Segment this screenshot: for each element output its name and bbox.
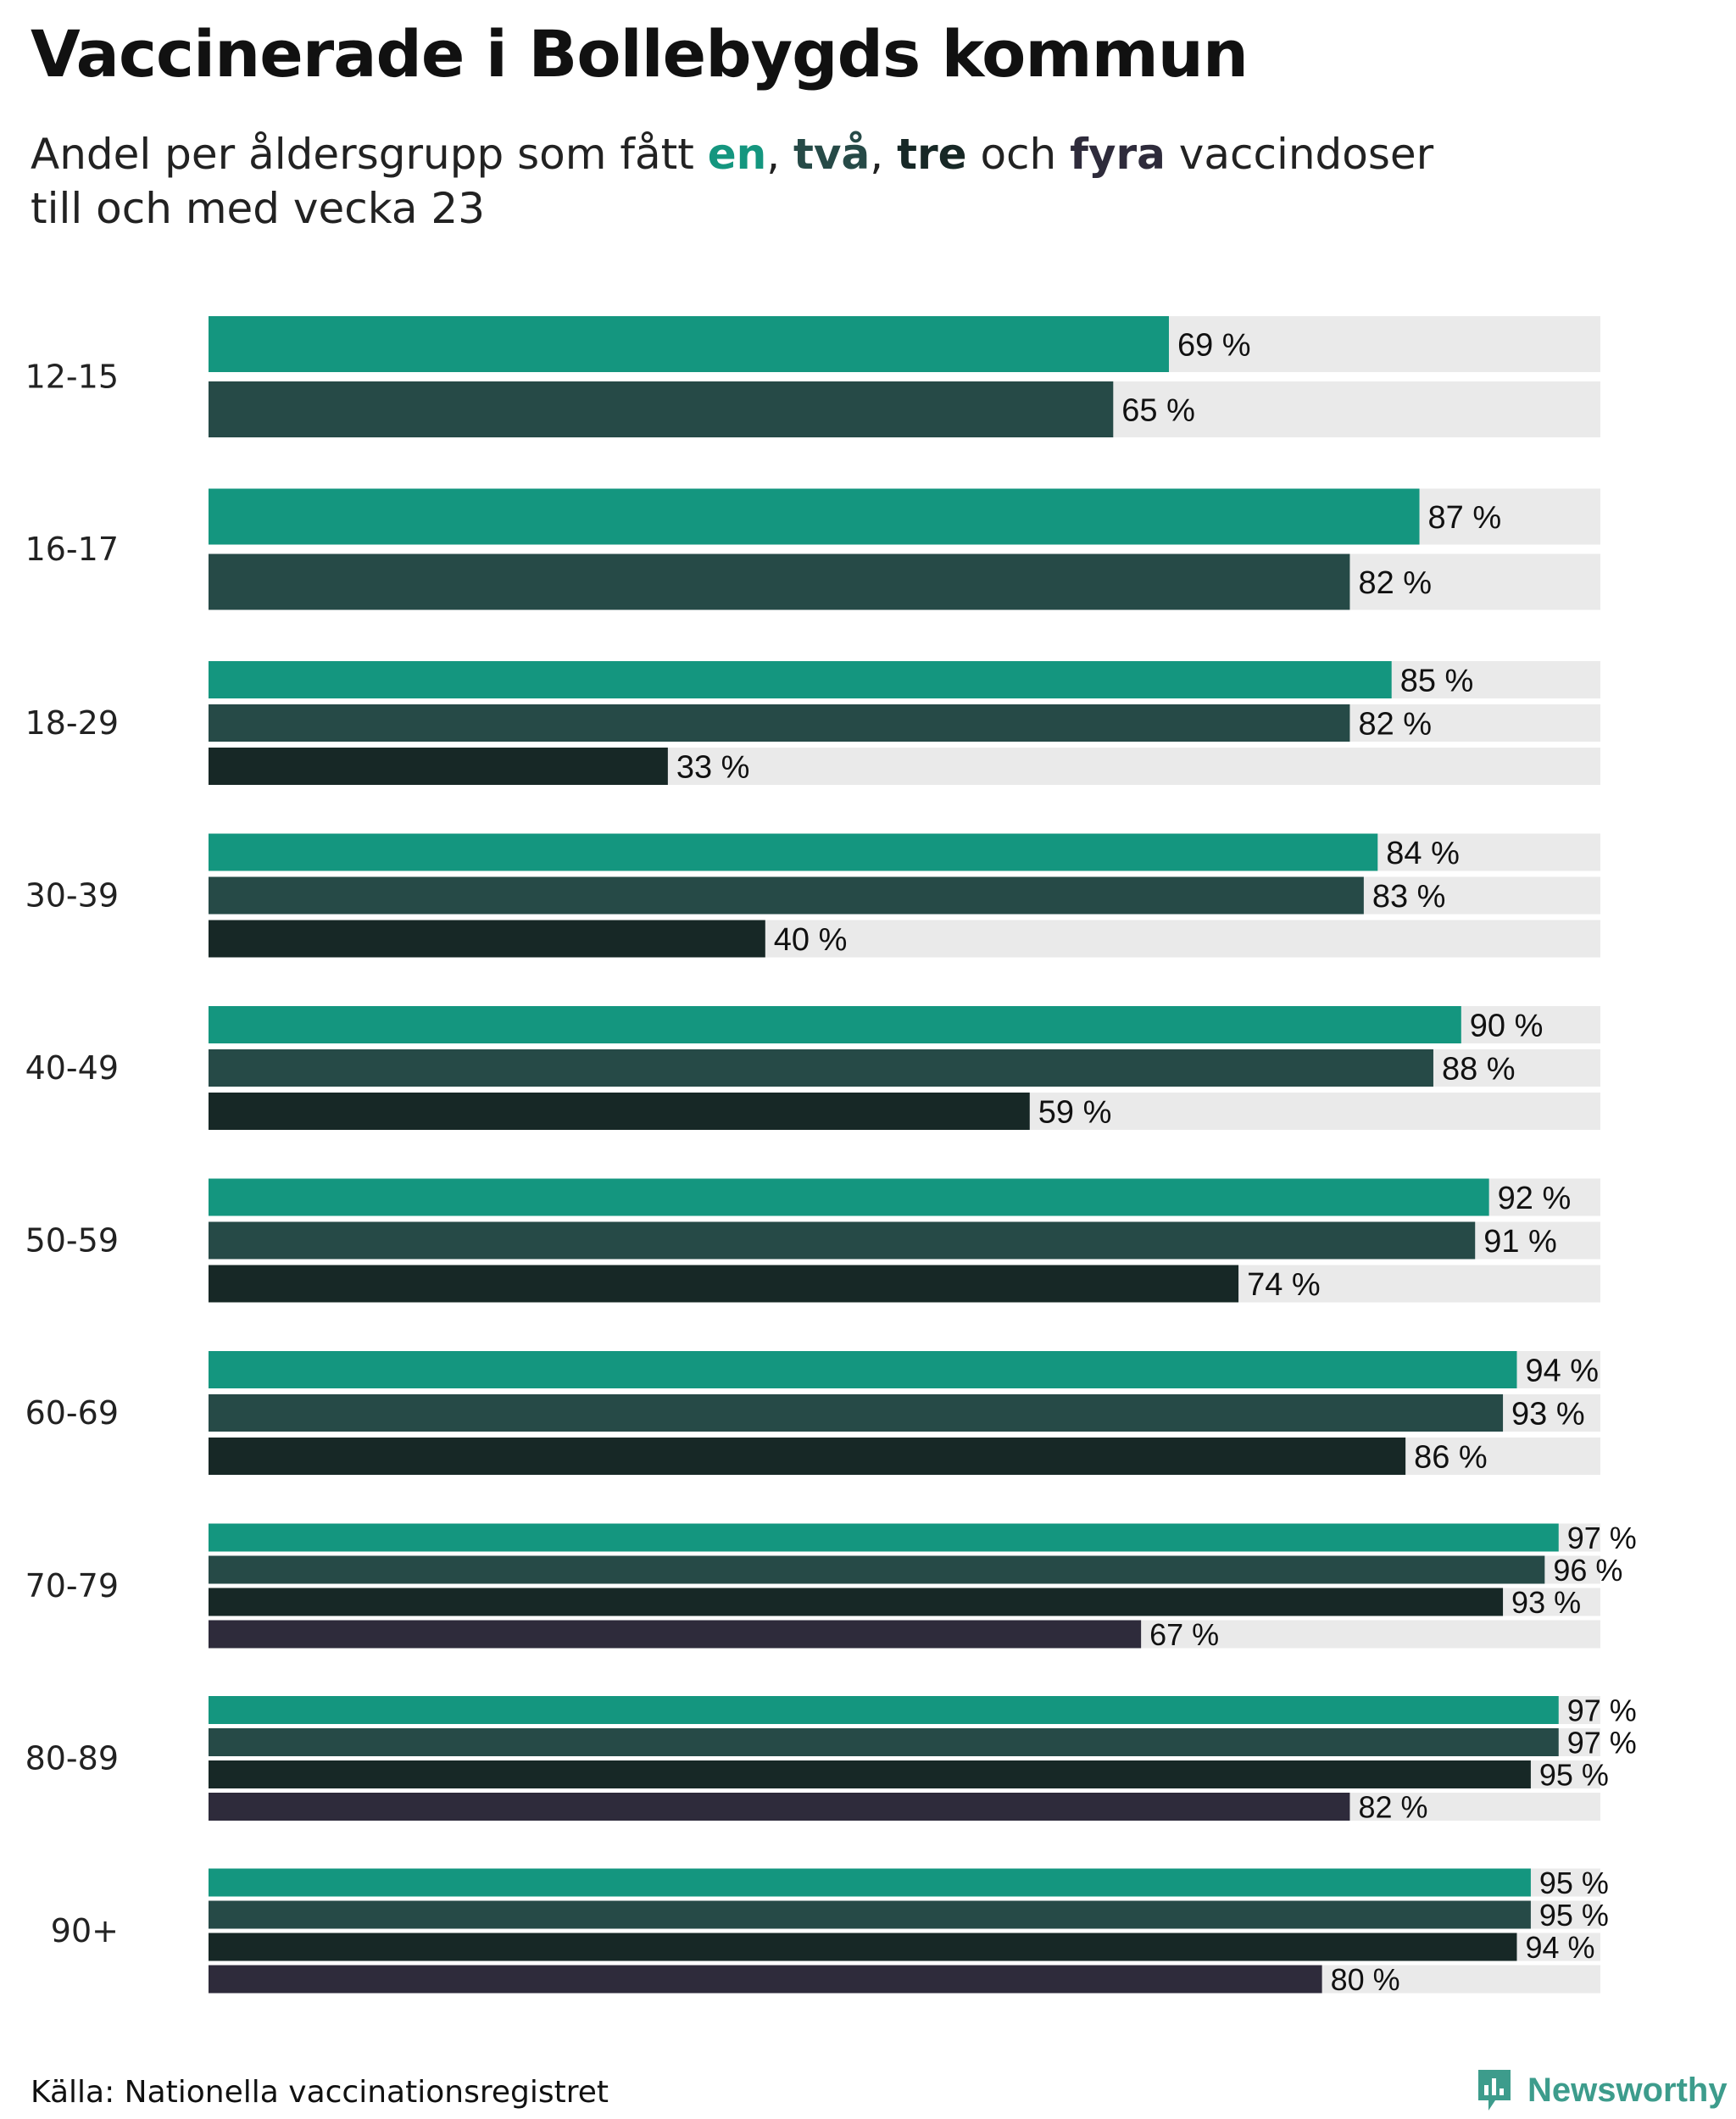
data-label: 85 % xyxy=(1400,664,1474,699)
data-label: 87 % xyxy=(1428,500,1502,536)
data-label: 92 % xyxy=(1498,1181,1572,1216)
subtitle-dose-fyra: fyra xyxy=(1070,130,1166,179)
bar-en-50-59 xyxy=(209,1178,1489,1216)
data-label: 69 % xyxy=(1177,328,1251,364)
newsworthy-logo: Newsworthy xyxy=(1475,2068,1728,2112)
bar-tre-90plus xyxy=(209,1933,1517,1961)
bar-tva-30-39 xyxy=(209,876,1364,915)
bar-tre-60-69 xyxy=(209,1438,1406,1475)
data-label: 94 % xyxy=(1525,1930,1594,1965)
bar-tva-80-89 xyxy=(209,1728,1559,1756)
newsworthy-logo-icon xyxy=(1478,2070,1511,2111)
category-label-80-89: 80-89 xyxy=(25,1740,119,1777)
newsworthy-logo-text: Newsworthy xyxy=(1527,2071,1728,2109)
bar-tva-40-49 xyxy=(209,1049,1433,1087)
subtitle-sep: , xyxy=(766,130,794,179)
subtitle-dose-tva: två xyxy=(793,130,871,179)
category-label-60-69: 60-69 xyxy=(25,1394,119,1432)
bar-en-80-89 xyxy=(209,1696,1559,1724)
bar-fyra-80-89 xyxy=(209,1793,1350,1821)
data-label: 82 % xyxy=(1358,1789,1427,1824)
bar-tva-60-69 xyxy=(209,1394,1504,1432)
bar-tre-70-79 xyxy=(209,1588,1504,1616)
category-label-18-29: 18-29 xyxy=(25,704,119,742)
bar-en-30-39 xyxy=(209,833,1378,871)
bar-tva-18-29 xyxy=(209,704,1350,742)
bar-fyra-90plus xyxy=(209,1965,1322,1994)
category-label-30-39: 30-39 xyxy=(25,877,119,915)
data-label: 97 % xyxy=(1567,1725,1637,1760)
data-label: 65 % xyxy=(1121,393,1195,429)
bar-en-90plus xyxy=(209,1868,1531,1897)
data-label: 95 % xyxy=(1539,1757,1609,1792)
data-label: 96 % xyxy=(1553,1553,1622,1588)
category-label-12-15: 12-15 xyxy=(25,359,119,396)
bar-tre-40-49 xyxy=(209,1093,1030,1130)
data-label: 97 % xyxy=(1567,1693,1637,1727)
data-label: 82 % xyxy=(1358,707,1432,742)
source-note: Källa: Nationella vaccinationsregistret xyxy=(31,2075,609,2110)
category-label-90plus: 90+ xyxy=(51,1912,119,1949)
data-label: 93 % xyxy=(1511,1585,1581,1620)
bar-fyra-70-79 xyxy=(209,1620,1142,1649)
data-label: 95 % xyxy=(1539,1898,1609,1933)
bar-en-60-69 xyxy=(209,1351,1517,1388)
bar-tva-70-79 xyxy=(209,1555,1545,1584)
bar-tre-50-59 xyxy=(209,1265,1239,1303)
subtitle-suffix: vaccindoser xyxy=(1165,130,1434,179)
data-label: 93 % xyxy=(1511,1397,1585,1432)
data-label: 91 % xyxy=(1483,1224,1557,1260)
bar-tre-18-29 xyxy=(209,748,668,785)
data-label: 33 % xyxy=(676,750,750,786)
subtitle-prefix: Andel per åldersgrupp som fått xyxy=(31,130,708,179)
bar-tva-16-17 xyxy=(209,553,1350,610)
bar-tva-12-15 xyxy=(209,381,1114,437)
category-label-16-17: 16-17 xyxy=(25,531,119,568)
chart-subtitle: Andel per åldersgrupp som fått en, två, … xyxy=(31,127,1433,236)
subtitle-sep: , xyxy=(870,130,898,179)
data-label: 40 % xyxy=(774,922,848,958)
data-label: 86 % xyxy=(1414,1440,1488,1476)
data-label: 59 % xyxy=(1038,1095,1112,1131)
subtitle-dose-tre: tre xyxy=(897,130,967,179)
data-label: 94 % xyxy=(1525,1354,1599,1389)
category-label-70-79: 70-79 xyxy=(25,1567,119,1605)
bar-tre-80-89 xyxy=(209,1760,1531,1788)
category-label-40-49: 40-49 xyxy=(25,1049,119,1087)
bar-chart: 12-15 69 % 65 % 16-17 87 % 82 % 18-29 85 % 82 % 3… xyxy=(25,316,1637,1997)
bar-tva-50-59 xyxy=(209,1221,1476,1260)
subtitle-line-2: till och med vecka 23 xyxy=(31,184,486,233)
bar-en-16-17 xyxy=(209,488,1420,545)
category-label-50-59: 50-59 xyxy=(25,1222,119,1260)
data-label: 82 % xyxy=(1358,565,1432,601)
data-label: 74 % xyxy=(1247,1267,1321,1303)
data-label: 88 % xyxy=(1442,1052,1516,1087)
subtitle-sep: och xyxy=(966,130,1071,179)
subtitle-line-1: Andel per åldersgrupp som fått en, två, … xyxy=(31,127,1433,181)
data-label: 90 % xyxy=(1470,1009,1544,1044)
bar-tva-90plus xyxy=(209,1900,1531,1929)
chart-title: Vaccinerade i Bollebygds kommun xyxy=(31,16,1249,92)
data-label: 84 % xyxy=(1386,836,1460,871)
bar-en-70-79 xyxy=(209,1523,1559,1552)
bar-en-12-15 xyxy=(209,316,1169,372)
bar-en-40-49 xyxy=(209,1006,1461,1043)
subtitle-dose-en: en xyxy=(707,130,767,179)
data-label: 97 % xyxy=(1567,1521,1637,1555)
data-label: 83 % xyxy=(1372,879,1446,915)
data-label: 95 % xyxy=(1539,1866,1609,1900)
bar-tre-30-39 xyxy=(209,920,765,958)
data-label: 80 % xyxy=(1331,1962,1400,1997)
bar-en-18-29 xyxy=(209,661,1392,698)
data-label: 67 % xyxy=(1149,1617,1219,1652)
